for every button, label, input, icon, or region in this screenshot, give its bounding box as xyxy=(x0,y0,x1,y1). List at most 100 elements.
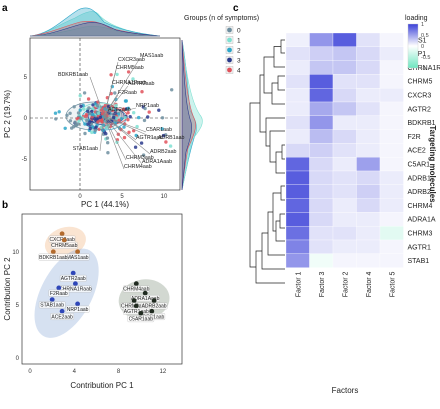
contribution-point xyxy=(134,281,139,286)
pca-point xyxy=(101,129,104,132)
heatmap xyxy=(286,33,404,268)
row-label: ACE2 xyxy=(408,148,426,155)
colorbar-tick: 1 xyxy=(421,22,424,28)
b-xtick: 4 xyxy=(73,369,77,375)
a-ytick-0: 0 xyxy=(24,116,28,122)
pca-point xyxy=(97,112,100,115)
colorbar-tick: 0 xyxy=(421,44,424,50)
heatmap-cell xyxy=(357,212,381,226)
pca-point xyxy=(85,119,88,122)
heatmap-cell xyxy=(310,88,334,102)
pca-point xyxy=(70,126,73,129)
contribution-point xyxy=(50,297,55,302)
pca-point xyxy=(65,114,68,117)
heatmap-cell xyxy=(380,226,404,240)
a-ytick-neg5: -5 xyxy=(22,157,28,163)
heatmap-cell xyxy=(380,116,404,130)
a-ylabel: PC 2 (19.7%) xyxy=(3,90,12,138)
loading-label: ADRB1aab xyxy=(158,135,185,141)
heatmap-cell xyxy=(333,212,357,226)
heatmap-cell xyxy=(333,102,357,116)
heatmap-cell xyxy=(357,33,381,47)
pca-point xyxy=(129,115,132,118)
heatmap-cell xyxy=(310,226,334,240)
right-density xyxy=(182,40,202,190)
legend-swatch xyxy=(227,48,232,53)
row-label: AGTR1 xyxy=(408,244,431,251)
heatmap-cell xyxy=(286,33,310,47)
heatmap-cell xyxy=(286,74,310,88)
point-label: ACE2aab xyxy=(51,314,73,320)
contribution-point xyxy=(73,281,78,286)
heatmap-cell xyxy=(380,33,404,47)
heatmap-cell xyxy=(310,130,334,144)
heatmap-cell xyxy=(380,171,404,185)
point-label: AGTR2aab xyxy=(61,276,86,282)
row-label: ADRA1A xyxy=(408,217,436,224)
pca-point xyxy=(112,116,115,119)
row-label: CHRM3 xyxy=(408,231,433,238)
c-xlabel: Factors xyxy=(332,386,359,395)
legend-label: 2 xyxy=(237,47,241,54)
heatmap-cell xyxy=(357,185,381,199)
heatmap-cell xyxy=(286,116,310,130)
pca-point xyxy=(122,125,125,128)
heatmap-cell xyxy=(380,61,404,75)
row-label: CHRM5 xyxy=(408,79,433,86)
pca-point xyxy=(73,105,76,108)
loading-label: MAS1aab xyxy=(140,53,163,59)
legend-title: Groups (n of symptoms) xyxy=(184,15,259,22)
point-label: CHRM5aab xyxy=(51,243,77,249)
pca-point xyxy=(79,94,82,97)
heatmap-cell xyxy=(333,226,357,240)
heatmap-cell xyxy=(380,212,404,226)
column-label: Factor 3 xyxy=(319,272,326,298)
legend-label: 3 xyxy=(237,57,241,64)
point-label: MAS1aab xyxy=(67,255,89,261)
contribution-point xyxy=(75,302,80,307)
loading-label: C5AR1aab xyxy=(146,127,172,133)
loading-label: STAB1aab xyxy=(73,146,98,152)
heatmap-cell xyxy=(310,102,334,116)
pca-point xyxy=(54,112,57,115)
contribution-point xyxy=(60,309,65,314)
point-label: C5AR1aab xyxy=(129,316,154,322)
pca-point xyxy=(148,110,151,113)
heatmap-cell xyxy=(333,185,357,199)
heatmap-cell xyxy=(333,143,357,157)
heatmap-cell xyxy=(380,185,404,199)
contribution-point xyxy=(71,271,76,276)
row-label: C5AR1 xyxy=(408,162,431,169)
heatmap-cell xyxy=(333,157,357,171)
row-label: AGTR2 xyxy=(408,106,431,113)
pca-point xyxy=(85,114,88,117)
panel-a-letter: a xyxy=(2,3,8,14)
heatmap-cell xyxy=(357,226,381,240)
panel-b-letter: b xyxy=(2,200,8,211)
heatmap-cell xyxy=(357,254,381,268)
colorbar-tick: -1 xyxy=(421,66,426,72)
legend-label: 0 xyxy=(237,27,241,34)
pca-point xyxy=(83,91,86,94)
pca-point xyxy=(146,115,149,118)
pca-point xyxy=(109,73,112,76)
heatmap-cell xyxy=(333,47,357,61)
heatmap-cell xyxy=(286,47,310,61)
heatmap-cell xyxy=(286,240,310,254)
heatmap-cell xyxy=(380,74,404,88)
loading-label: CHRM4aab xyxy=(124,164,152,170)
panel-c-letter: c xyxy=(233,3,239,14)
point-label: STAB1aab xyxy=(40,303,64,309)
heatmap-cell xyxy=(310,143,334,157)
contribution-point xyxy=(152,298,157,303)
colorbar-tick: 0.5 xyxy=(421,33,429,39)
row-label: STAB1 xyxy=(408,258,430,265)
pca-point xyxy=(91,113,94,116)
contribution-point xyxy=(132,298,137,303)
pca-point xyxy=(73,121,76,124)
heatmap-cell xyxy=(286,130,310,144)
heatmap-cell xyxy=(286,61,310,75)
